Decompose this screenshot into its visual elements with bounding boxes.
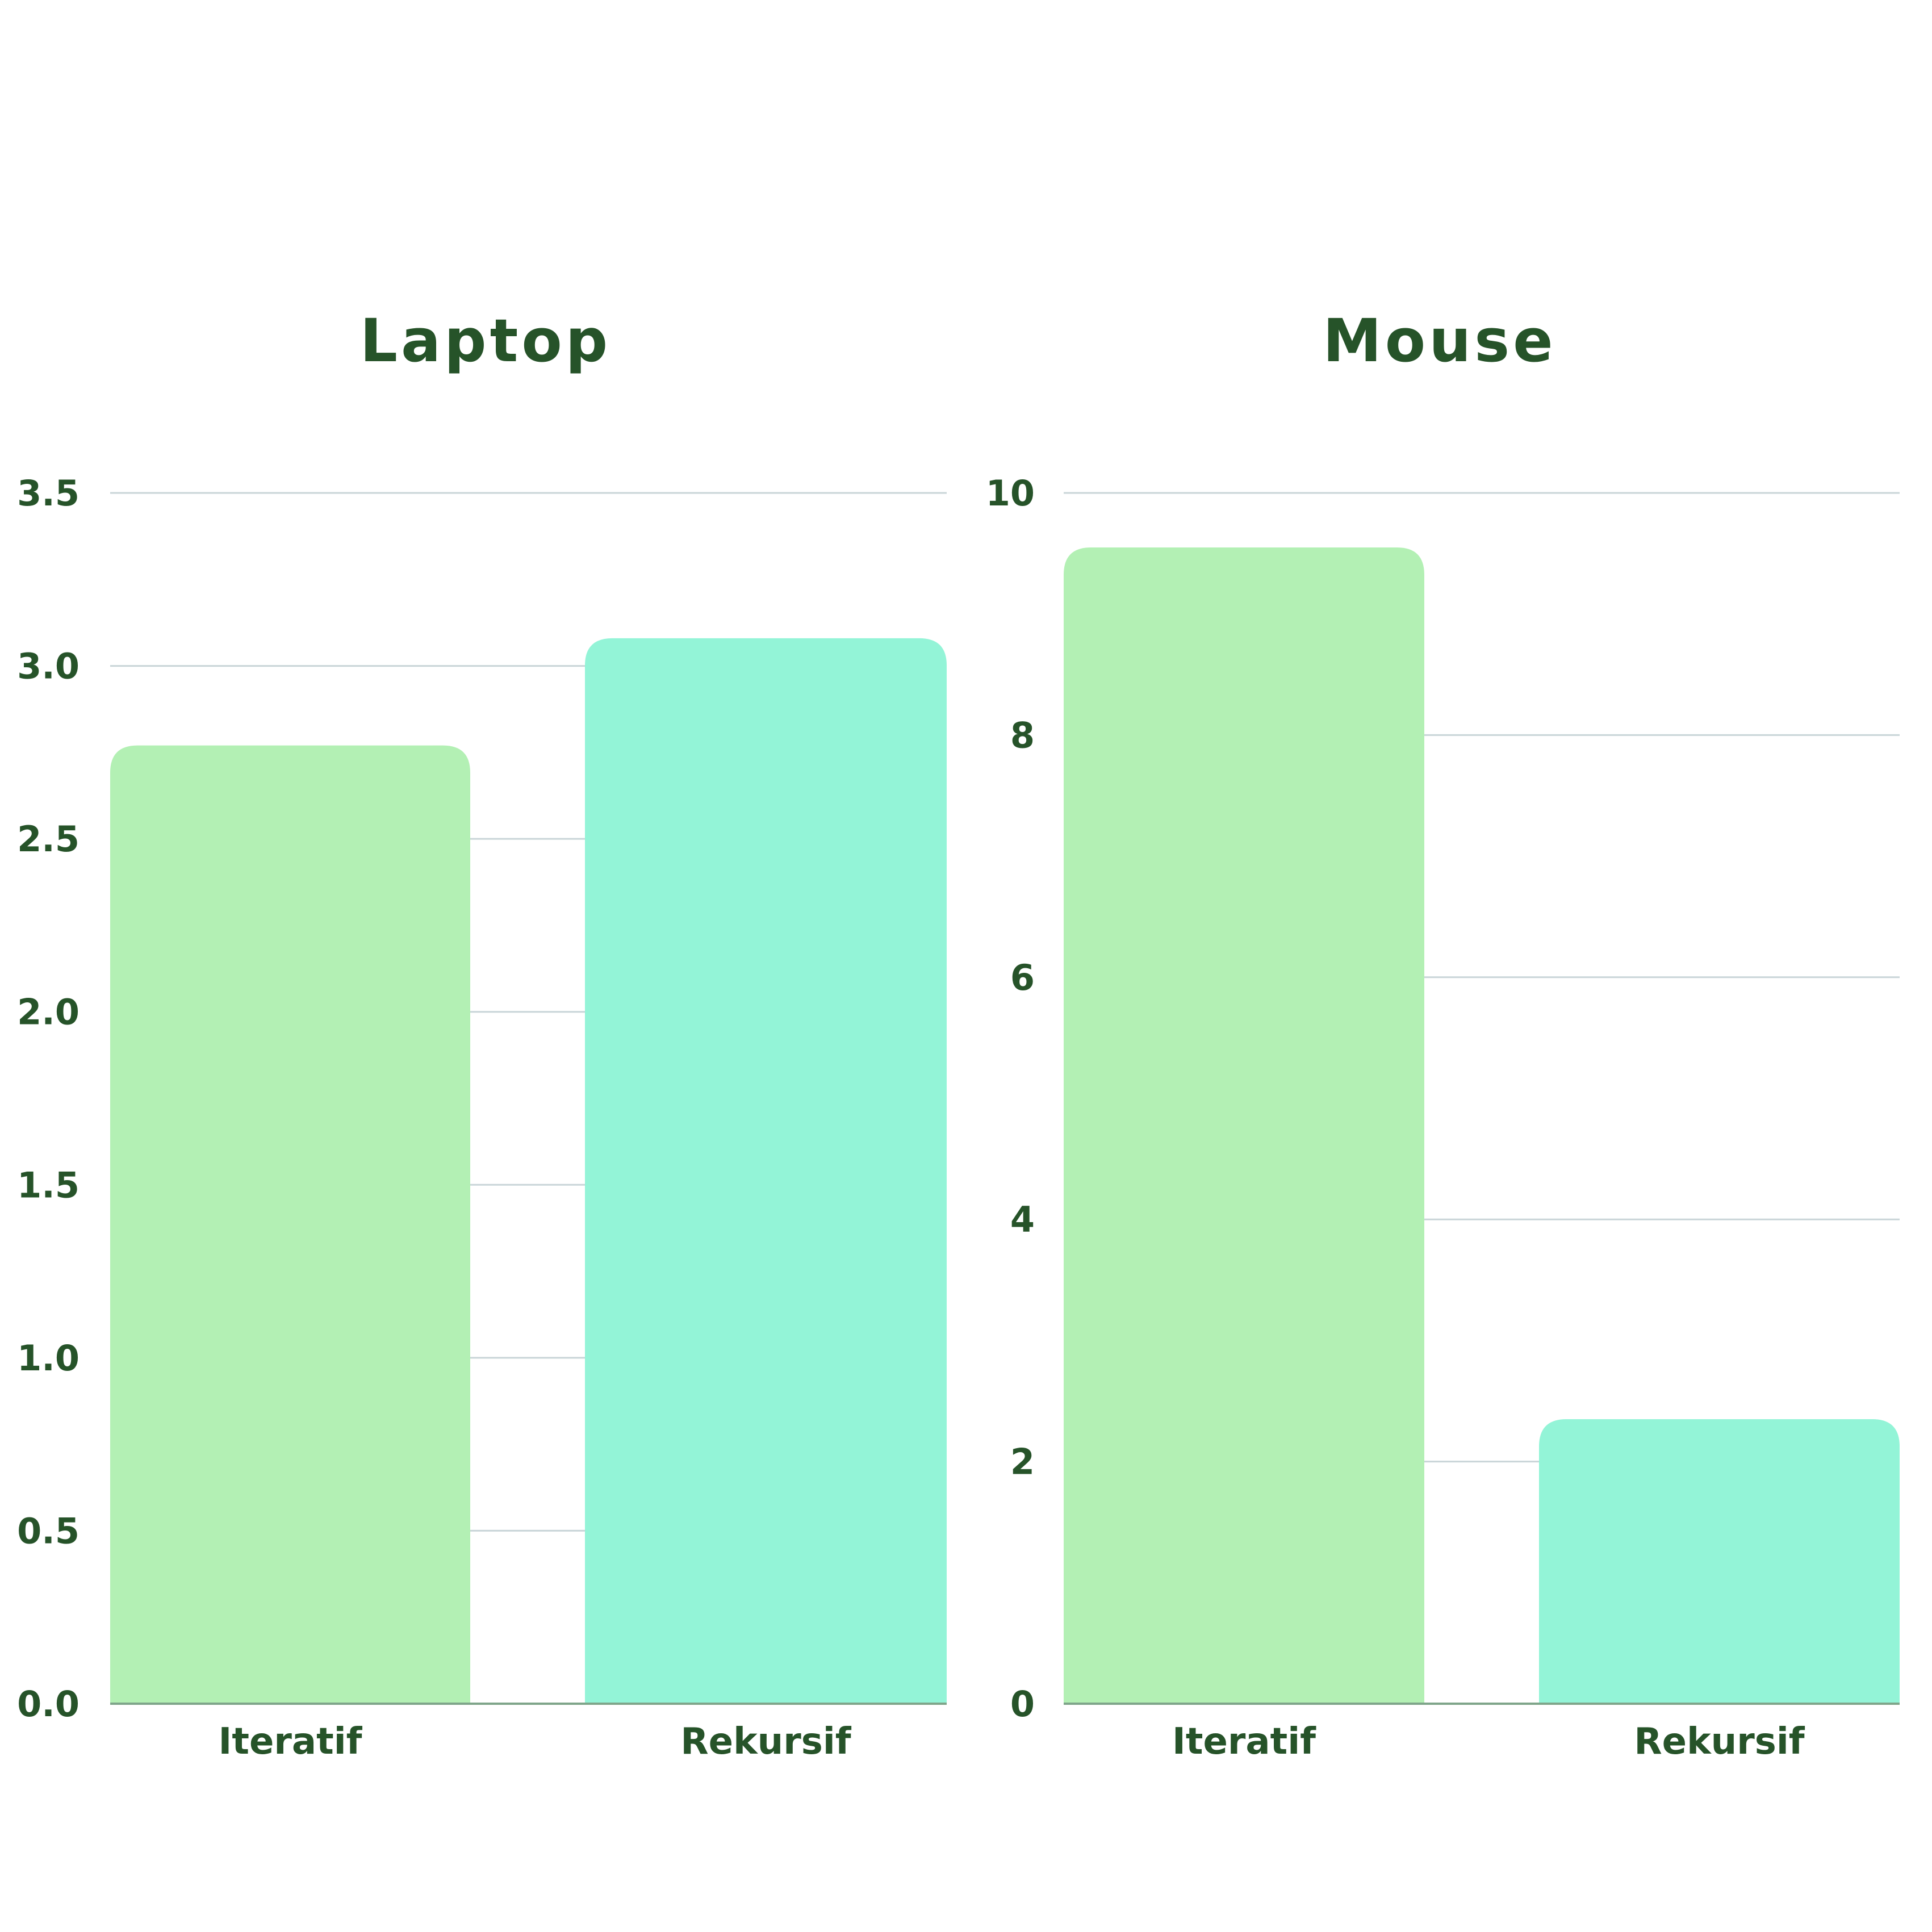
y-tick-label: 1.0 (17, 1337, 80, 1379)
chart-mouse: Mouse 0 2 4 6 8 10 Iteratif Rekursif (986, 306, 1900, 1763)
y-tick-label: 4 (1010, 1199, 1035, 1240)
y-tick-label: 0 (1010, 1683, 1035, 1725)
y-tick-label: 2 (1010, 1441, 1035, 1483)
y-tick-label: 8 (1010, 714, 1035, 756)
y-tick-label: 10 (986, 472, 1035, 514)
y-tick-label: 6 (1010, 957, 1035, 998)
x-category-label: Iteratif (219, 1721, 363, 1763)
chart-title-mouse: Mouse (1323, 306, 1556, 375)
bar-rekursif (1539, 1419, 1900, 1704)
chart-title-laptop: Laptop (360, 306, 612, 375)
y-tick-label: 3.0 (17, 646, 80, 687)
bar-iteratif (1064, 547, 1424, 1704)
axis-mouse: 0 2 4 6 8 10 Iteratif Rekursif (986, 472, 1900, 1763)
y-tick-label: 0.5 (17, 1510, 80, 1552)
bar-iteratif (110, 745, 470, 1704)
y-tick-label: 3.5 (17, 472, 80, 514)
chart-laptop: Laptop 0.0 0.5 1.0 1.5 2.0 2.5 3.0 3.5 Iteratif R… (17, 306, 947, 1763)
bar-rekursif (585, 638, 947, 1704)
bars-mouse (1064, 547, 1900, 1704)
y-tick-label: 0.0 (17, 1683, 80, 1725)
y-tick-label: 2.0 (17, 992, 80, 1033)
bars-laptop (110, 638, 947, 1704)
y-tick-label: 1.5 (17, 1164, 80, 1206)
y-tick-label: 2.5 (17, 818, 80, 860)
x-category-label: Iteratif (1172, 1721, 1316, 1763)
x-category-label: Rekursif (680, 1721, 851, 1763)
axis-laptop: 0.0 0.5 1.0 1.5 2.0 2.5 3.0 3.5 Iteratif Rekursif (17, 472, 947, 1763)
x-category-label: Rekursif (1634, 1721, 1805, 1763)
